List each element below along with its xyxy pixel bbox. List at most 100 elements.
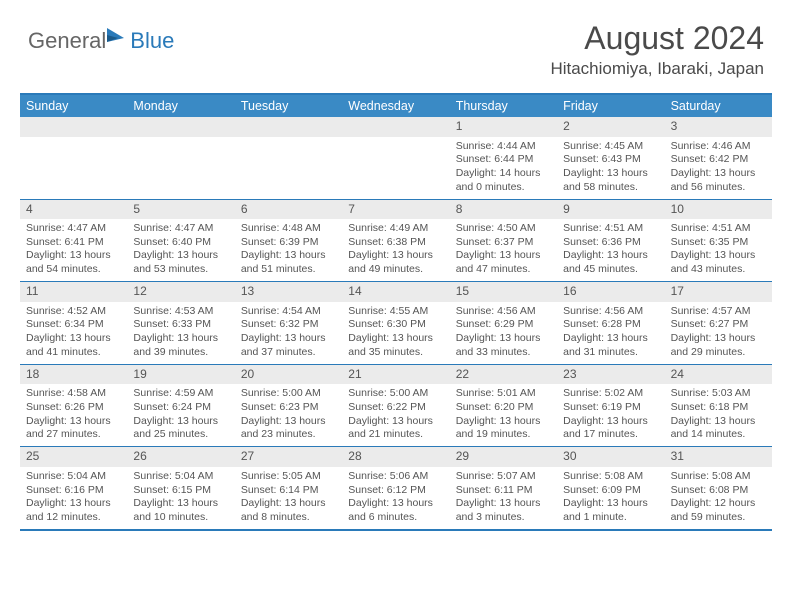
sunset-text: Sunset: 6:28 PM xyxy=(563,318,658,332)
sunrise-text: Sunrise: 4:58 AM xyxy=(26,387,121,401)
calendar: Sunday Monday Tuesday Wednesday Thursday… xyxy=(20,93,772,531)
day-cell xyxy=(127,117,234,199)
day-number: 13 xyxy=(235,282,342,302)
daylight-text: Daylight: 13 hours and 27 minutes. xyxy=(26,415,121,442)
daylight-text: Daylight: 13 hours and 37 minutes. xyxy=(241,332,336,359)
sunset-text: Sunset: 6:34 PM xyxy=(26,318,121,332)
daylight-text: Daylight: 13 hours and 17 minutes. xyxy=(563,415,658,442)
day-number: 22 xyxy=(450,365,557,385)
week-row: 25Sunrise: 5:04 AMSunset: 6:16 PMDayligh… xyxy=(20,446,772,529)
sunset-text: Sunset: 6:32 PM xyxy=(241,318,336,332)
day-details: Sunrise: 4:59 AMSunset: 6:24 PMDaylight:… xyxy=(127,384,234,446)
day-number: 27 xyxy=(235,447,342,467)
day-number: 24 xyxy=(665,365,772,385)
day-details: Sunrise: 5:00 AMSunset: 6:22 PMDaylight:… xyxy=(342,384,449,446)
day-cell: 16Sunrise: 4:56 AMSunset: 6:28 PMDayligh… xyxy=(557,282,664,364)
title-month: August 2024 xyxy=(550,20,764,57)
daylight-text: Daylight: 13 hours and 29 minutes. xyxy=(671,332,766,359)
day-cell: 6Sunrise: 4:48 AMSunset: 6:39 PMDaylight… xyxy=(235,200,342,282)
sunset-text: Sunset: 6:15 PM xyxy=(133,484,228,498)
day-cell: 18 Sunrise: 4:58 AMSunset: 6:26 PMDayligh… xyxy=(20,365,127,447)
day-number: 20 xyxy=(235,365,342,385)
day-details: Sunrise: 4:54 AMSunset: 6:32 PMDaylight:… xyxy=(235,302,342,364)
sunrise-text: Sunrise: 4:55 AM xyxy=(348,305,443,319)
sunset-text: Sunset: 6:24 PM xyxy=(133,401,228,415)
day-cell: 10Sunrise: 4:51 AMSunset: 6:35 PMDayligh… xyxy=(665,200,772,282)
day-details: Sunrise: 4:51 AMSunset: 6:35 PMDaylight:… xyxy=(665,219,772,281)
sunset-text: Sunset: 6:14 PM xyxy=(241,484,336,498)
title-block: August 2024 Hitachiomiya, Ibaraki, Japan xyxy=(550,20,764,79)
day-cell xyxy=(235,117,342,199)
day-header: Monday xyxy=(127,95,234,117)
day-number: 28 xyxy=(342,447,449,467)
day-cell: 23Sunrise: 5:02 AMSunset: 6:19 PMDayligh… xyxy=(557,365,664,447)
sunrise-text: Sunrise: 5:01 AM xyxy=(456,387,551,401)
daylight-text: Daylight: 13 hours and 54 minutes. xyxy=(26,249,121,276)
day-details: Sunrise: 4:44 AMSunset: 6:44 PMDaylight:… xyxy=(450,137,557,199)
sunrise-text: Sunrise: 4:52 AM xyxy=(26,305,121,319)
logo-flag-icon xyxy=(106,26,128,49)
day-cell: 12Sunrise: 4:53 AMSunset: 6:33 PMDayligh… xyxy=(127,282,234,364)
day-number: 26 xyxy=(127,447,234,467)
day-cell: 25Sunrise: 5:04 AMSunset: 6:16 PMDayligh… xyxy=(20,447,127,529)
day-cell: 7Sunrise: 4:49 AMSunset: 6:38 PMDaylight… xyxy=(342,200,449,282)
week-row: 11Sunrise: 4:52 AMSunset: 6:34 PMDayligh… xyxy=(20,281,772,364)
day-cell: 28Sunrise: 5:06 AMSunset: 6:12 PMDayligh… xyxy=(342,447,449,529)
day-details: Sunrise: 5:04 AMSunset: 6:15 PMDaylight:… xyxy=(127,467,234,529)
day-number: 15 xyxy=(450,282,557,302)
daylight-text: Daylight: 13 hours and 23 minutes. xyxy=(241,415,336,442)
sunrise-text: Sunrise: 5:08 AM xyxy=(671,470,766,484)
day-details: Sunrise: 5:07 AMSunset: 6:11 PMDaylight:… xyxy=(450,467,557,529)
weeks-container: 1Sunrise: 4:44 AMSunset: 6:44 PMDaylight… xyxy=(20,117,772,529)
logo-text-blue: Blue xyxy=(130,28,174,54)
sunset-text: Sunset: 6:35 PM xyxy=(671,236,766,250)
day-header: Friday xyxy=(557,95,664,117)
logo: General Blue xyxy=(28,20,174,55)
sunrise-text: Sunrise: 5:03 AM xyxy=(671,387,766,401)
day-number: 7 xyxy=(342,200,449,220)
day-details xyxy=(235,137,342,199)
daylight-text: Daylight: 12 hours and 59 minutes. xyxy=(671,497,766,524)
day-cell: 15Sunrise: 4:56 AMSunset: 6:29 PMDayligh… xyxy=(450,282,557,364)
day-number: 11 xyxy=(20,282,127,302)
day-cell: 2Sunrise: 4:45 AMSunset: 6:43 PMDaylight… xyxy=(557,117,664,199)
day-details: Sunrise: 4:55 AMSunset: 6:30 PMDaylight:… xyxy=(342,302,449,364)
week-row: 1Sunrise: 4:44 AMSunset: 6:44 PMDaylight… xyxy=(20,117,772,199)
day-cell: 8Sunrise: 4:50 AMSunset: 6:37 PMDaylight… xyxy=(450,200,557,282)
sunset-text: Sunset: 6:36 PM xyxy=(563,236,658,250)
day-number: 16 xyxy=(557,282,664,302)
sunset-text: Sunset: 6:20 PM xyxy=(456,401,551,415)
day-details: Sunrise: 5:04 AMSunset: 6:16 PMDaylight:… xyxy=(20,467,127,529)
sunrise-text: Sunrise: 4:46 AM xyxy=(671,140,766,154)
sunset-text: Sunset: 6:11 PM xyxy=(456,484,551,498)
day-details: Sunrise: 5:08 AMSunset: 6:09 PMDaylight:… xyxy=(557,467,664,529)
day-cell: 26Sunrise: 5:04 AMSunset: 6:15 PMDayligh… xyxy=(127,447,234,529)
day-cell: 4Sunrise: 4:47 AMSunset: 6:41 PMDaylight… xyxy=(20,200,127,282)
daylight-text: Daylight: 13 hours and 10 minutes. xyxy=(133,497,228,524)
daylight-text: Daylight: 13 hours and 41 minutes. xyxy=(26,332,121,359)
sunrise-text: Sunrise: 4:45 AM xyxy=(563,140,658,154)
sunset-text: Sunset: 6:30 PM xyxy=(348,318,443,332)
sunrise-text: Sunrise: 4:56 AM xyxy=(456,305,551,319)
day-header: Thursday xyxy=(450,95,557,117)
daylight-text: Daylight: 13 hours and 49 minutes. xyxy=(348,249,443,276)
sunrise-text: Sunrise: 5:02 AM xyxy=(563,387,658,401)
daylight-text: Daylight: 13 hours and 12 minutes. xyxy=(26,497,121,524)
day-number: 9 xyxy=(557,200,664,220)
day-number: 18 xyxy=(20,365,127,385)
sunset-text: Sunset: 6:29 PM xyxy=(456,318,551,332)
day-number: 21 xyxy=(342,365,449,385)
day-number: 31 xyxy=(665,447,772,467)
day-number: 8 xyxy=(450,200,557,220)
day-cell: 21Sunrise: 5:00 AMSunset: 6:22 PMDayligh… xyxy=(342,365,449,447)
day-cell: 30Sunrise: 5:08 AMSunset: 6:09 PMDayligh… xyxy=(557,447,664,529)
sunrise-text: Sunrise: 5:06 AM xyxy=(348,470,443,484)
day-header-row: Sunday Monday Tuesday Wednesday Thursday… xyxy=(20,95,772,117)
sunrise-text: Sunrise: 4:50 AM xyxy=(456,222,551,236)
day-cell: 31Sunrise: 5:08 AMSunset: 6:08 PMDayligh… xyxy=(665,447,772,529)
day-cell: 20Sunrise: 5:00 AMSunset: 6:23 PMDayligh… xyxy=(235,365,342,447)
sunset-text: Sunset: 6:26 PM xyxy=(26,401,121,415)
daylight-text: Daylight: 13 hours and 8 minutes. xyxy=(241,497,336,524)
day-number: 4 xyxy=(20,200,127,220)
day-cell: 29Sunrise: 5:07 AMSunset: 6:11 PMDayligh… xyxy=(450,447,557,529)
